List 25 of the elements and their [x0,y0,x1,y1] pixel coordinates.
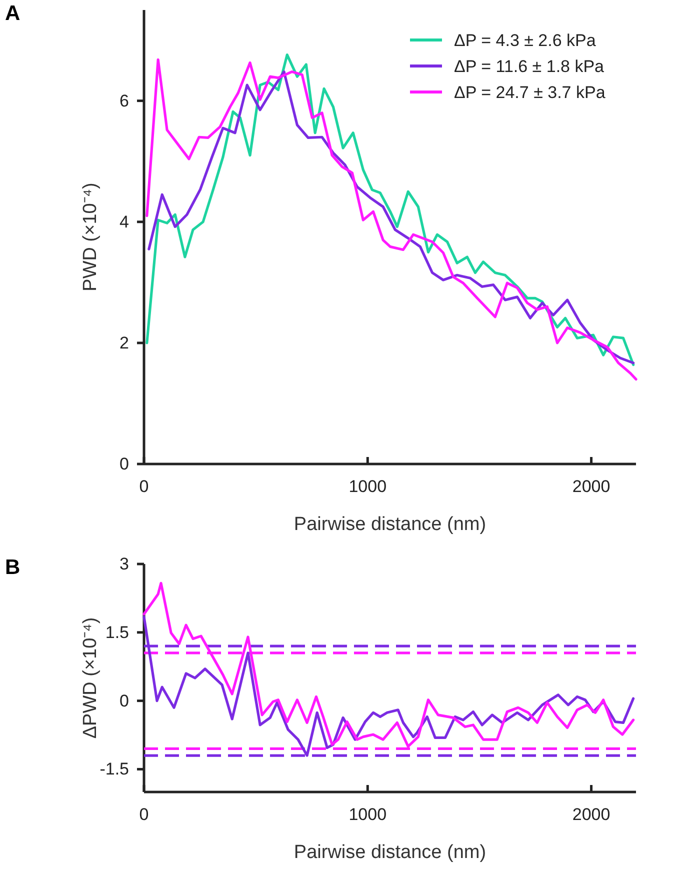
x-tick-label: 1000 [348,477,387,496]
legend-label: ΔP = 11.6 ± 1.8 kPa [454,57,605,76]
line-series [142,582,635,748]
y-tick-label: 0 [120,691,129,710]
x-tick-label: 1000 [348,805,387,824]
chart-title: B [5,556,20,579]
legend-label: ΔP = 4.3 ± 2.6 kPa [454,31,596,50]
x-axis-title: Pairwise distance (nm) [294,842,486,863]
chart-title: A [5,2,20,25]
y-tick-label: 0 [120,454,129,474]
y-tick-label: 2 [120,333,129,352]
y-tick-label: 4 [120,212,129,232]
legend-label: ΔP = 24.7 ± 3.7 kPa [454,83,606,102]
y-tick-label: -1.5 [100,760,129,779]
y-tick-label: 3 [120,554,129,574]
line-series [142,616,635,757]
y-axis-title: ΔPWD (×10⁻⁴) [80,617,101,739]
x-tick-label: 0 [139,477,149,496]
y-tick-label: 6 [120,91,129,110]
x-tick-label: 2000 [572,477,610,496]
x-tick-label: 0 [139,805,149,824]
y-tick-label: 1.5 [105,622,129,642]
x-tick-label: 2000 [572,805,610,824]
y-axis-title: PWD (×10⁻⁴) [80,182,101,292]
x-axis-title: Pairwise distance (nm) [294,514,486,535]
